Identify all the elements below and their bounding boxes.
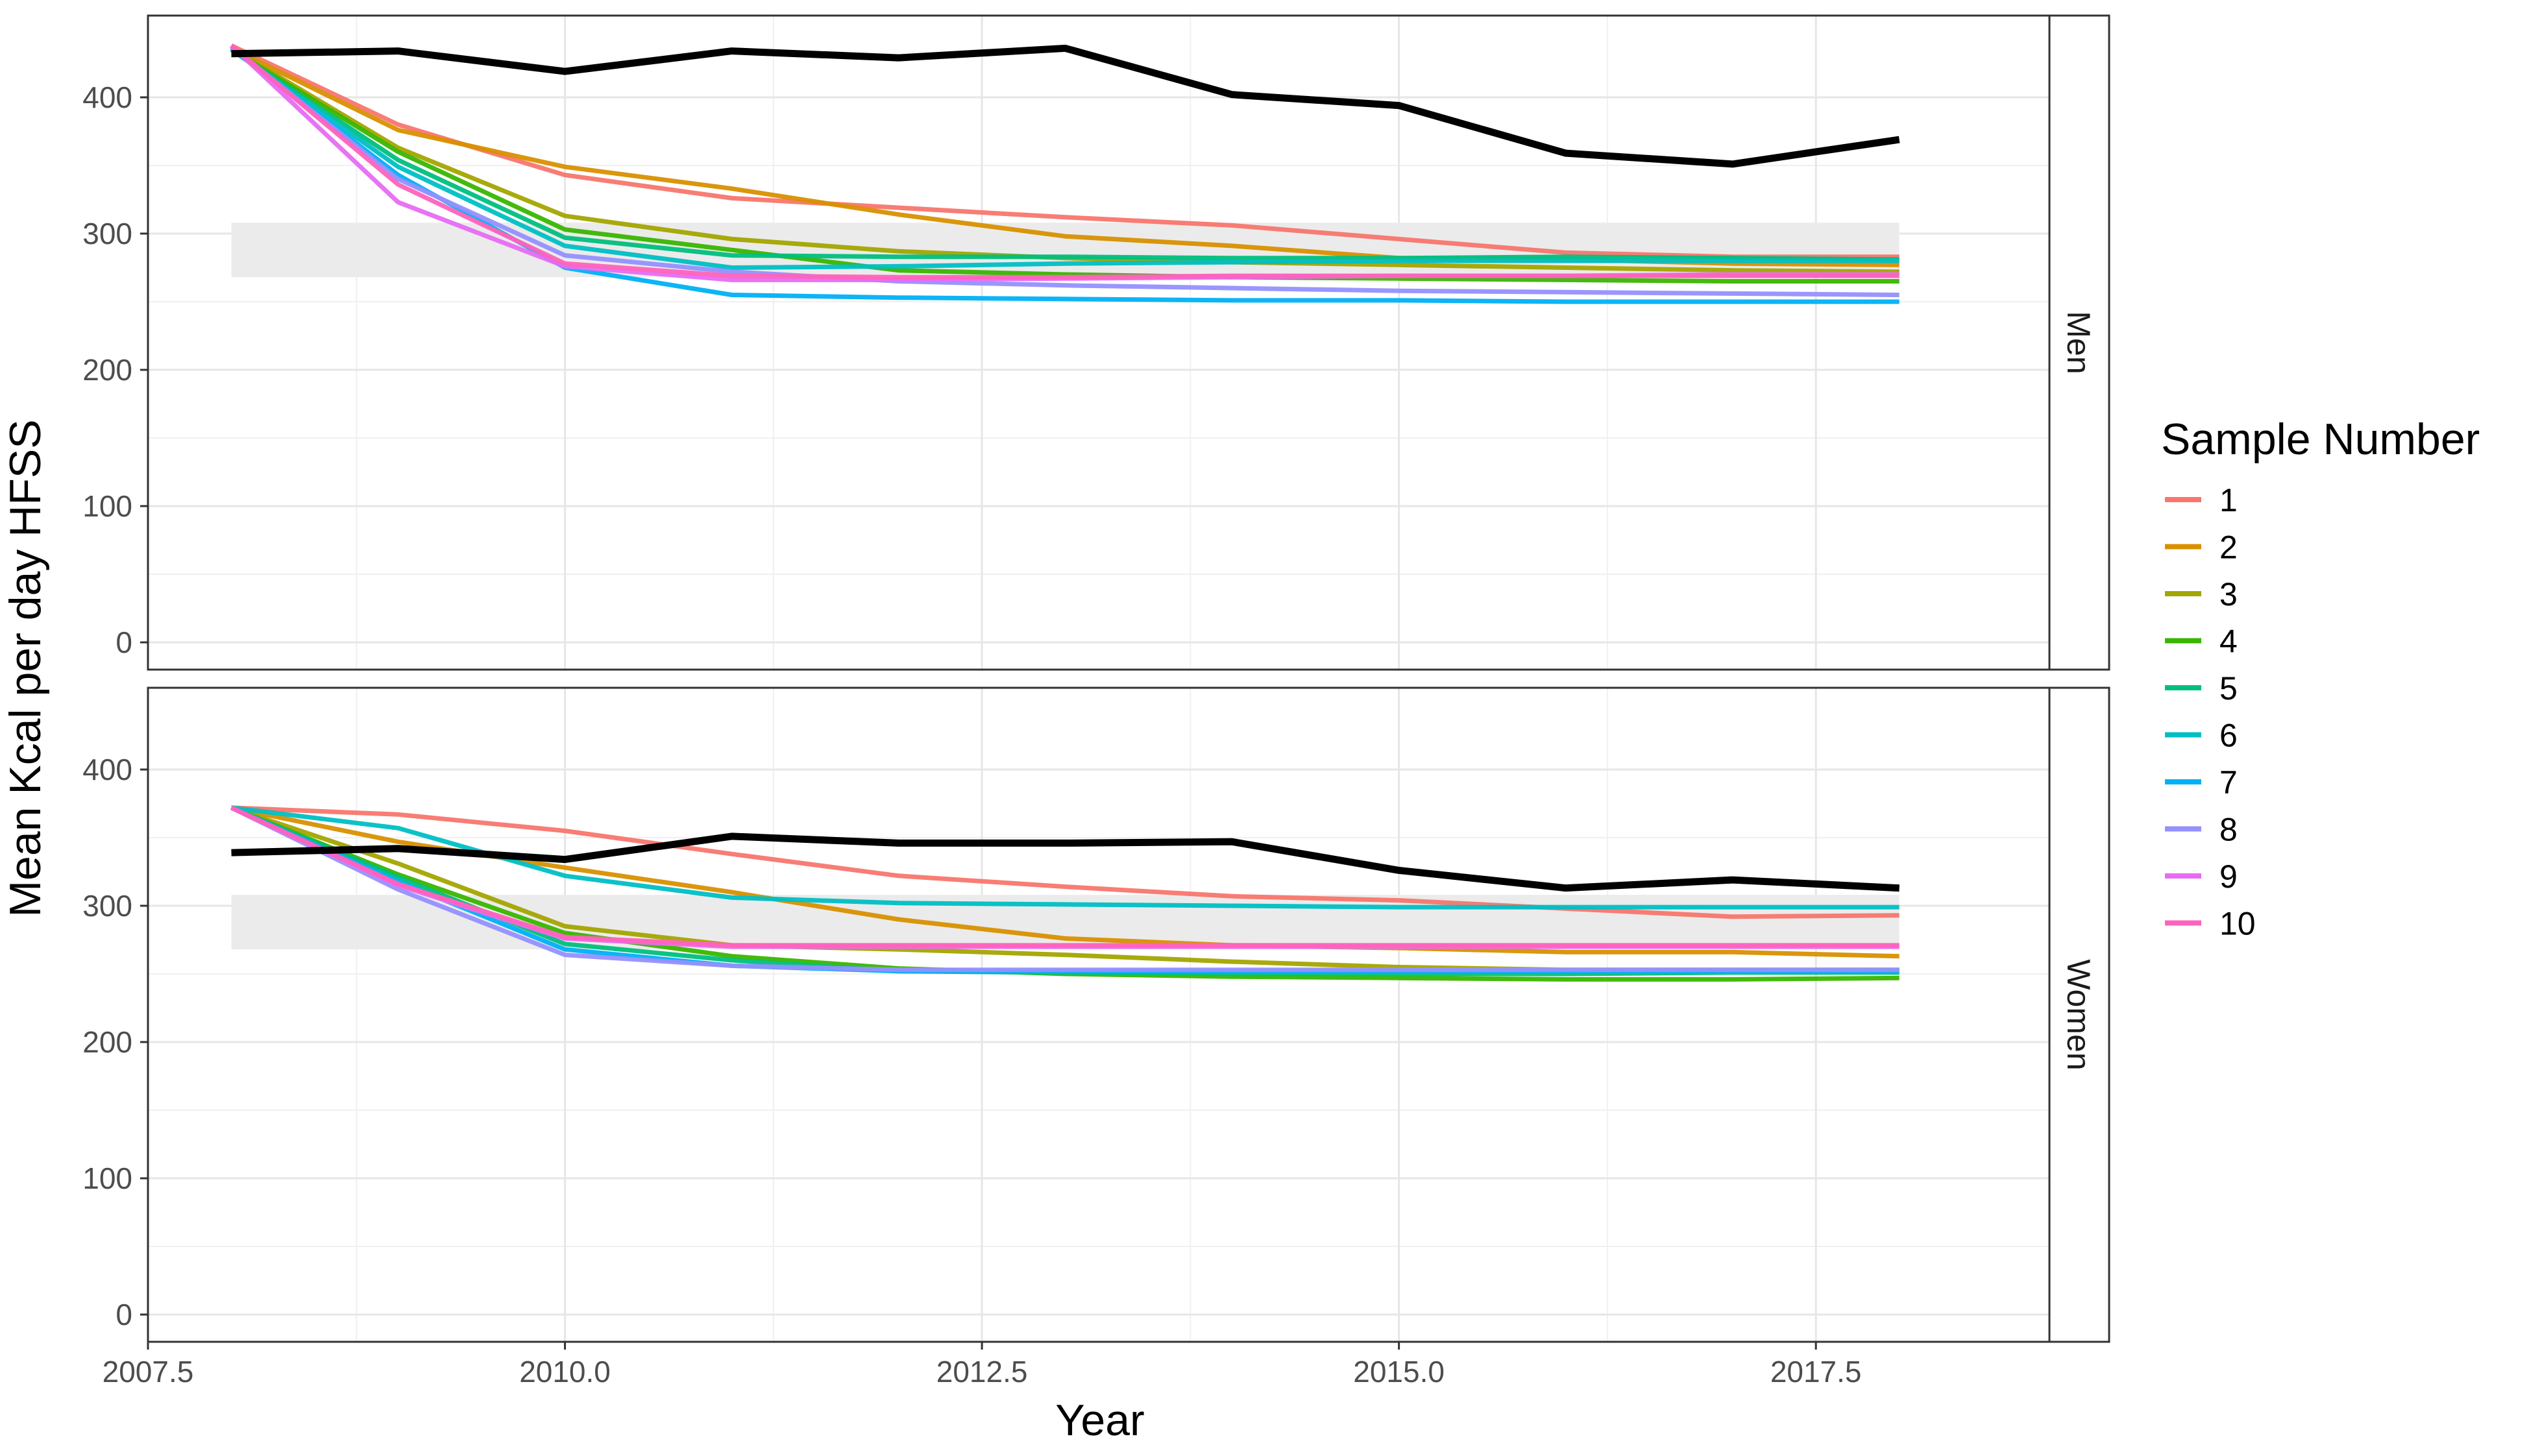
x-tick-label: 2015.0 <box>1353 1355 1445 1389</box>
facet-strip-label: Men <box>2060 311 2097 374</box>
y-axis-title: Mean Kcal per day HFSS <box>1 419 50 917</box>
x-tick-label: 2017.5 <box>1770 1355 1862 1389</box>
series-line-sample-10 <box>230 43 1900 280</box>
series-line-sample-6 <box>231 805 1900 910</box>
panel-border <box>147 14 2051 671</box>
panels-layer: Men 0 100 200 300 400 Women 0 100 200 300 400 2007.5… <box>82 14 2110 1389</box>
legend-label-9: 9 <box>2219 858 2238 895</box>
facet-strip <box>2048 14 2110 671</box>
y-tick-label: 400 <box>82 80 132 114</box>
series-line-sample-5 <box>230 47 1900 262</box>
y-tick-label: 200 <box>82 353 132 387</box>
series-line-sample-6 <box>230 47 1900 270</box>
y-tick-label: 300 <box>82 217 132 250</box>
y-tick-label: 100 <box>82 489 132 523</box>
series-line-sample-10 <box>230 805 1900 948</box>
legend-label-5: 5 <box>2219 670 2238 707</box>
legend-label-7: 7 <box>2219 764 2238 801</box>
facet-strip-label: Women <box>2060 959 2097 1070</box>
x-axis-title: Year <box>1055 1396 1144 1445</box>
y-tick-label: 100 <box>82 1161 132 1195</box>
y-tick-label: 0 <box>116 1298 132 1331</box>
series-line-sample-1 <box>231 805 1900 919</box>
legend-label-4: 4 <box>2219 624 2238 660</box>
x-tick-label: 2012.5 <box>936 1355 1028 1389</box>
legend-label-10: 10 <box>2219 906 2256 942</box>
legend-label-1: 1 <box>2219 482 2238 518</box>
x-tick-label: 2007.5 <box>103 1355 194 1389</box>
facet-panel-women: Women 0 100 200 300 400 <box>82 686 2110 1343</box>
series-line-sample-1 <box>230 43 1900 260</box>
legend-label-8: 8 <box>2219 812 2238 848</box>
series-line-sample-8 <box>230 45 1900 297</box>
legend-label-6: 6 <box>2219 718 2238 754</box>
reference-line <box>231 44 1900 168</box>
y-tick-label: 300 <box>82 889 132 923</box>
facet-strip <box>2048 686 2110 1343</box>
panel-border <box>147 686 2051 1343</box>
legend-title: Sample Number <box>2161 415 2480 464</box>
x-tick-label: 2010.0 <box>519 1355 611 1389</box>
y-tick-label: 0 <box>116 625 132 659</box>
reference-line <box>231 832 1900 892</box>
y-tick-label: 200 <box>82 1025 132 1059</box>
facet-panel-men: Men 0 100 200 300 400 <box>82 14 2110 671</box>
legend: Sample Number 1 2 3 4 5 6 7 8 9 10 <box>2161 415 2480 942</box>
y-tick-label: 400 <box>82 753 132 786</box>
legend-label-3: 3 <box>2219 576 2238 613</box>
legend-label-2: 2 <box>2219 529 2238 566</box>
series-line-sample-8 <box>230 805 1900 973</box>
series-line-sample-4 <box>230 47 1900 284</box>
